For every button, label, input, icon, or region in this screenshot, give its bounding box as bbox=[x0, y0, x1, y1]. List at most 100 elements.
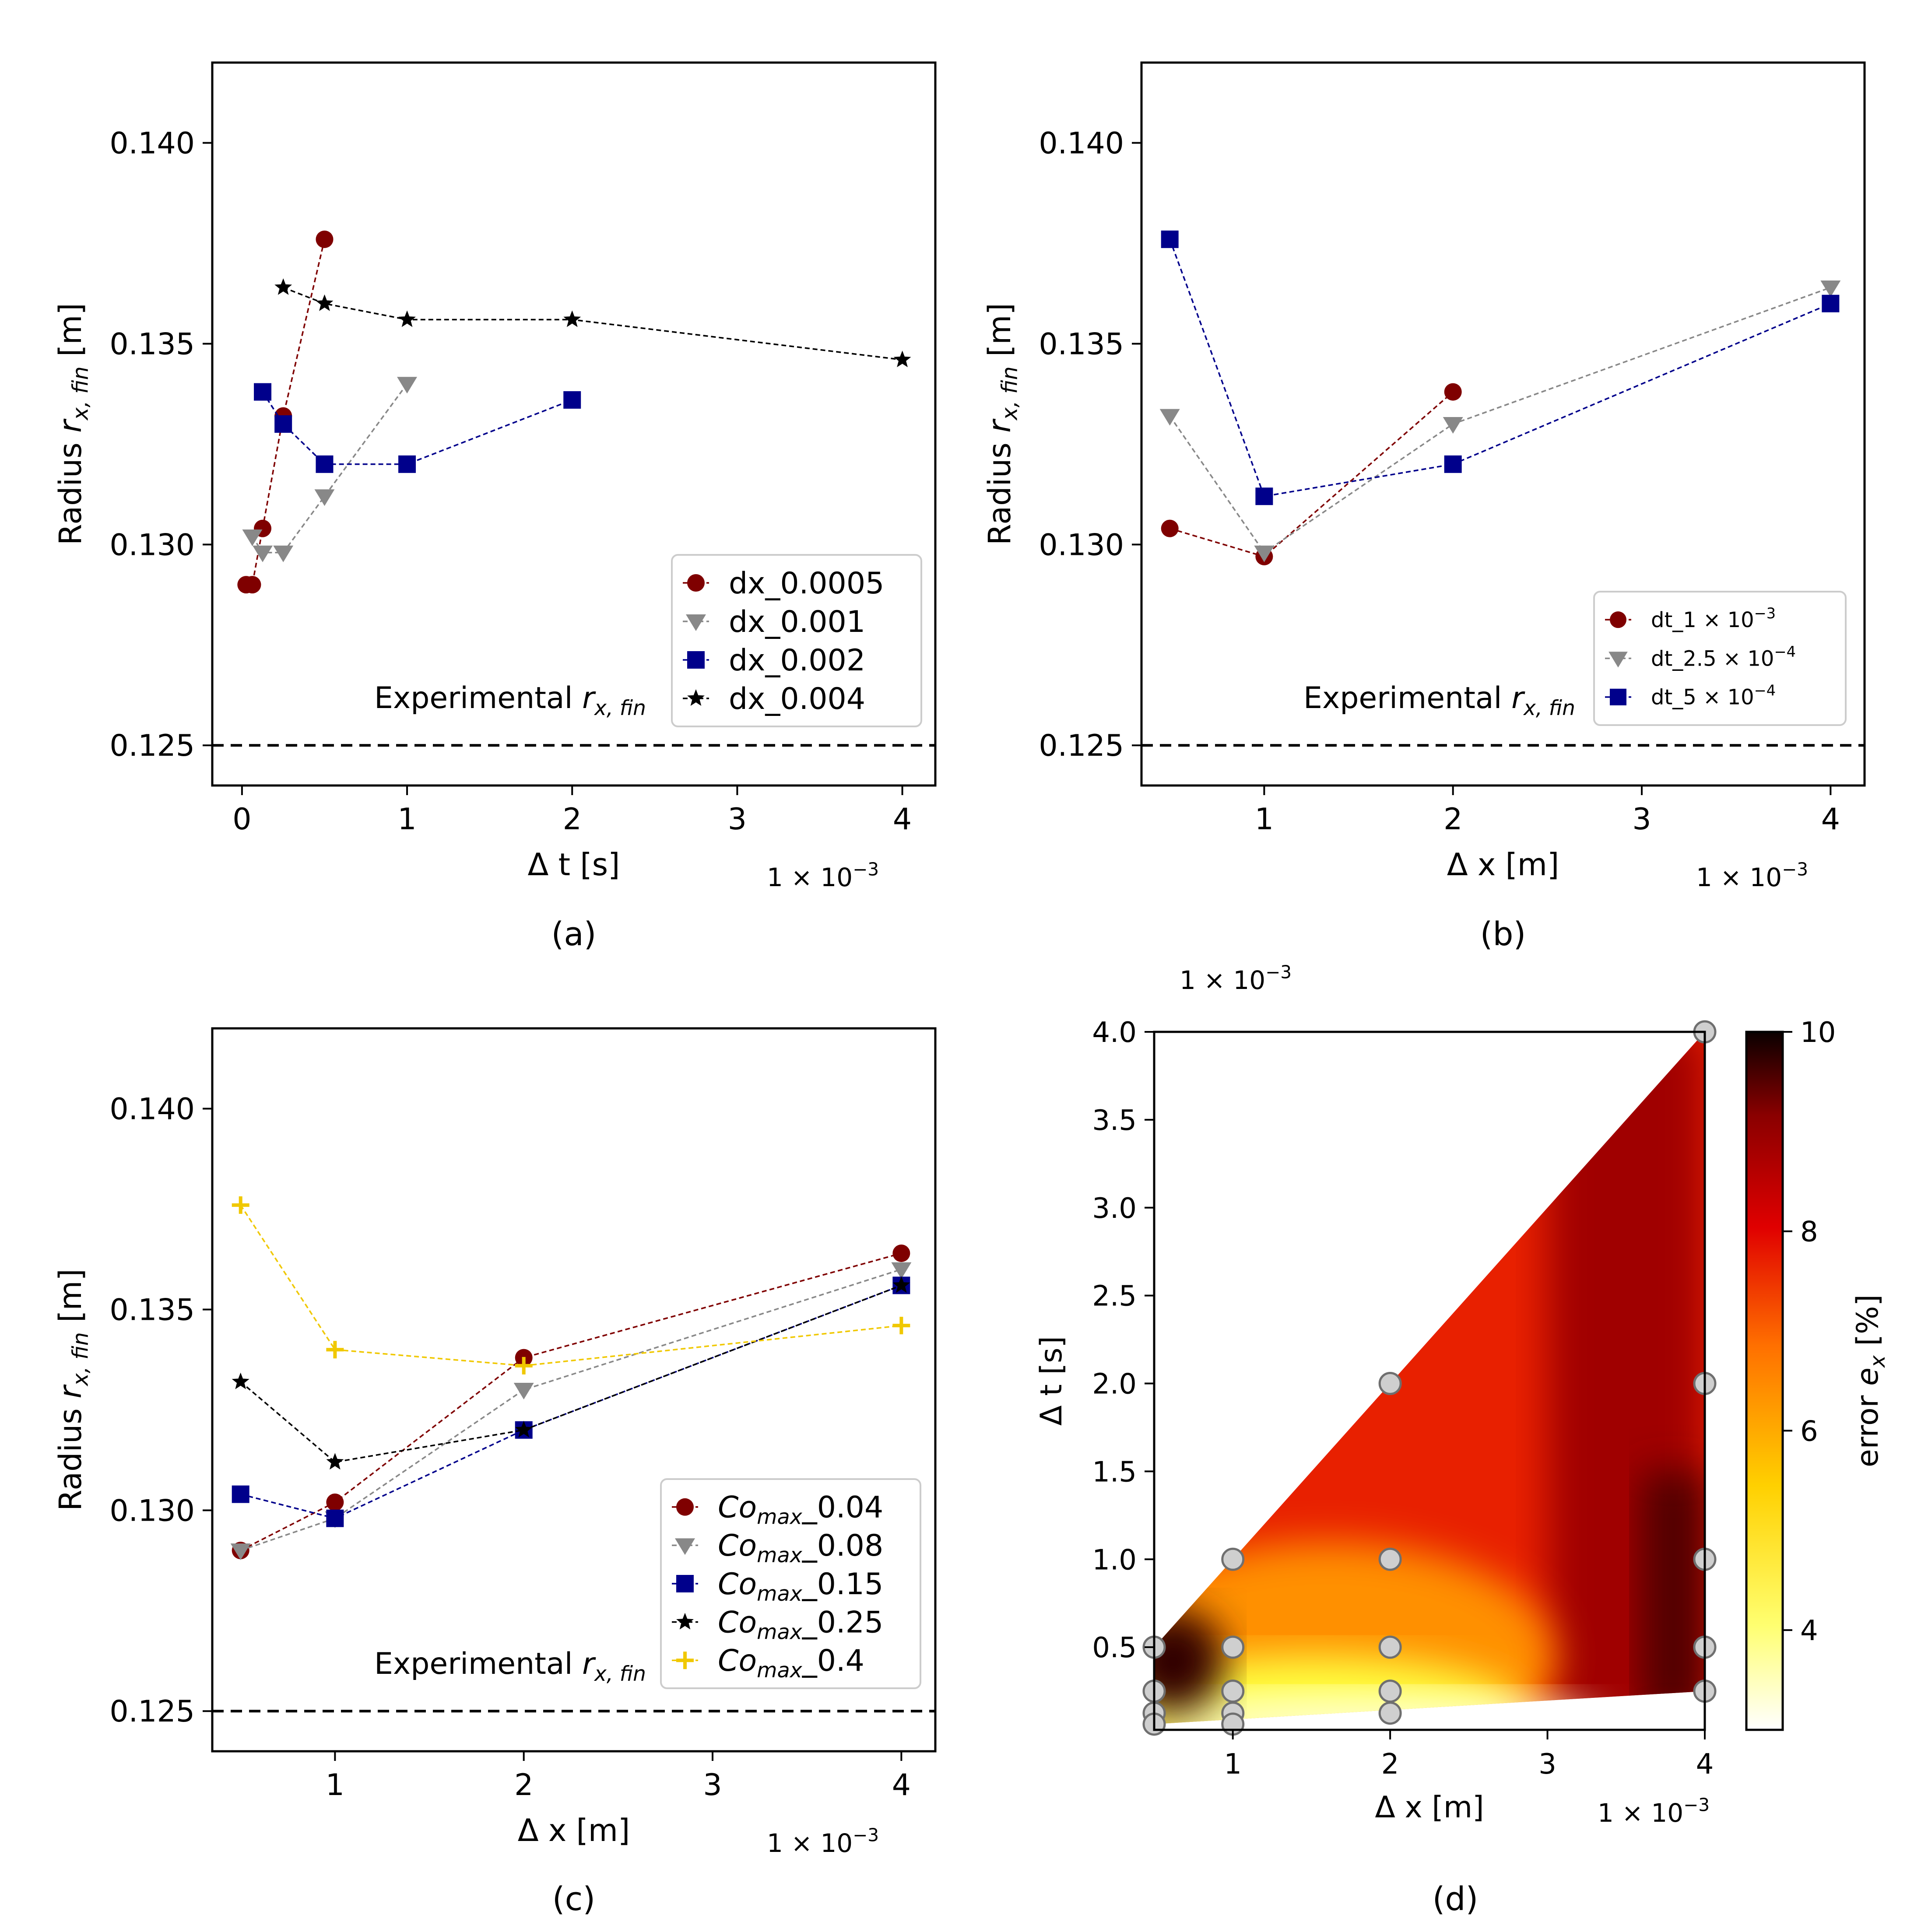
data-point bbox=[326, 1341, 344, 1359]
data-point bbox=[1820, 280, 1841, 297]
data-point bbox=[232, 1196, 249, 1214]
y-tick-label: 0.130 bbox=[109, 528, 195, 562]
experimental-label: Experimental rx, fin bbox=[1303, 681, 1575, 720]
legend-box bbox=[1593, 591, 1847, 726]
x-axis-label: Δ x [m] bbox=[1375, 1790, 1484, 1825]
x-tick-label: 4 bbox=[1696, 1748, 1714, 1781]
colorbar-tick-label: 8 bbox=[1800, 1216, 1818, 1248]
y-tick-label: 1.5 bbox=[1092, 1456, 1137, 1488]
series-line-1 bbox=[1169, 287, 1831, 554]
legend-entry: dx_0.002 bbox=[729, 643, 865, 678]
experimental-label: Experimental rx, fin bbox=[374, 681, 646, 720]
y-tick-label: 0.135 bbox=[109, 327, 195, 361]
data-point bbox=[1444, 455, 1462, 473]
y-tick-label: 0.125 bbox=[1039, 729, 1124, 763]
x-tick-label: 2 bbox=[1443, 802, 1462, 837]
data-point bbox=[232, 1372, 249, 1389]
x-tick-label: 3 bbox=[728, 802, 747, 837]
colorbar-tick-label: 10 bbox=[1800, 1017, 1836, 1049]
data-point bbox=[891, 1262, 912, 1279]
legend-marker bbox=[686, 614, 706, 631]
y-tick-label: 2.5 bbox=[1092, 1280, 1137, 1313]
data-point bbox=[397, 377, 418, 394]
data-point bbox=[1161, 519, 1179, 537]
legend-entry: Comax_0.4 bbox=[718, 1644, 864, 1683]
x-axis-label: Δ t [s] bbox=[528, 847, 620, 883]
x-tick-label: 4 bbox=[893, 802, 912, 837]
y-tick-label: 0.135 bbox=[1039, 327, 1124, 361]
legend-marker bbox=[1608, 652, 1628, 668]
panel-caption: (a) bbox=[551, 915, 596, 953]
series-line-3 bbox=[240, 1284, 902, 1463]
data-point bbox=[316, 294, 334, 311]
x-tick-label: 2 bbox=[563, 802, 582, 837]
legend-entry: dt_1 × 10−3 bbox=[1651, 605, 1776, 632]
data-point bbox=[892, 1244, 910, 1262]
sample-point bbox=[1378, 1547, 1402, 1571]
sample-point bbox=[1221, 1680, 1245, 1703]
legend-marker bbox=[1610, 688, 1626, 705]
data-point bbox=[326, 1493, 344, 1511]
series-line-2 bbox=[240, 1284, 902, 1519]
legend: dx_0.0005 dx_0.001 dx_0.002 dx_0.004 bbox=[671, 554, 922, 727]
y-tick-label: 1.0 bbox=[1092, 1544, 1137, 1576]
y-tick-label: 0.125 bbox=[109, 729, 195, 763]
legend: Comax_0.04Comax_0.08Comax_0.15Comax_0.25… bbox=[660, 1478, 921, 1689]
colorbar-tick-label: 4 bbox=[1800, 1615, 1818, 1647]
data-point bbox=[316, 455, 334, 473]
data-point bbox=[892, 1276, 910, 1293]
x-multiplier-label: 1 × 10−3 bbox=[767, 859, 879, 892]
data-point bbox=[513, 1383, 534, 1399]
chart-panel-b: 1 2 3 4 0.125 0.130 0.135 0.140 Δ x [m] Radius rx… bbox=[982, 61, 1866, 953]
x-tick-label: 1 bbox=[1224, 1748, 1242, 1781]
panel-caption: (d) bbox=[1433, 1880, 1479, 1918]
legend-entry: Comax_0.04 bbox=[718, 1490, 883, 1529]
legend-marker bbox=[676, 1575, 694, 1592]
x-tick-label: 3 bbox=[1632, 802, 1651, 837]
plot-frame bbox=[1153, 1031, 1706, 1731]
legend-entry: Comax_0.25 bbox=[718, 1605, 883, 1644]
series-line-2 bbox=[1169, 239, 1831, 498]
legend-marker bbox=[676, 1498, 694, 1516]
y-axis-label: Δ t [s] bbox=[1034, 1336, 1069, 1426]
panel-caption: (c) bbox=[552, 1880, 595, 1918]
colorbar bbox=[1745, 1031, 1784, 1731]
data-point bbox=[1254, 545, 1275, 562]
data-point bbox=[316, 230, 334, 248]
legend-marker bbox=[687, 689, 705, 706]
legend-entry: Comax_0.15 bbox=[718, 1567, 883, 1606]
y-tick-label: 0.130 bbox=[109, 1494, 195, 1528]
data-point bbox=[274, 415, 292, 433]
plot-frame bbox=[1140, 61, 1866, 787]
y-tick-label: 3.5 bbox=[1092, 1105, 1137, 1137]
legend-box bbox=[671, 554, 922, 727]
y-tick-label: 0.130 bbox=[1039, 528, 1124, 562]
x-tick-label: 1 bbox=[1255, 802, 1274, 837]
data-point bbox=[515, 1357, 533, 1374]
legend-marker bbox=[1610, 611, 1626, 628]
data-point bbox=[892, 1317, 910, 1335]
data-point bbox=[1159, 409, 1180, 426]
y-tick-label: 2.0 bbox=[1092, 1368, 1137, 1401]
data-point bbox=[242, 529, 263, 546]
y-axis-label: Radius rx, fin [m] bbox=[982, 303, 1022, 545]
series-line-1 bbox=[240, 1269, 902, 1551]
plot-frame bbox=[211, 1027, 937, 1753]
panel-caption: (b) bbox=[1480, 915, 1526, 953]
sample-point bbox=[1221, 1547, 1245, 1571]
y-tick-label: 0.140 bbox=[109, 1092, 195, 1127]
data-point bbox=[230, 1543, 251, 1560]
legend-entry: dt_2.5 × 10−4 bbox=[1651, 643, 1796, 671]
y-multiplier-label: 1 × 10−3 bbox=[1180, 962, 1292, 995]
y-tick-label: 0.140 bbox=[1039, 126, 1124, 161]
sample-point bbox=[1378, 1680, 1402, 1703]
experimental-label: Experimental rx, fin bbox=[374, 1647, 646, 1686]
legend: dt_1 × 10−3 dt_2.5 × 10−4 dt_5 × 10−4 bbox=[1593, 591, 1847, 726]
x-tick-label: 2 bbox=[514, 1768, 533, 1802]
heatmap-high-region bbox=[1642, 1471, 1705, 1718]
x-tick-label: 4 bbox=[892, 1768, 911, 1802]
y-axis-label: Radius rx, fin [m] bbox=[53, 1269, 93, 1511]
chart-panel-d: 1 2 3 4 0.5 1.0 1.5 2.0 2.5 3.0 3.5 4.0 Δ x [m] Δ t [… bbox=[1034, 962, 1890, 1918]
x-axis-label: Δ x [m] bbox=[1447, 847, 1559, 883]
